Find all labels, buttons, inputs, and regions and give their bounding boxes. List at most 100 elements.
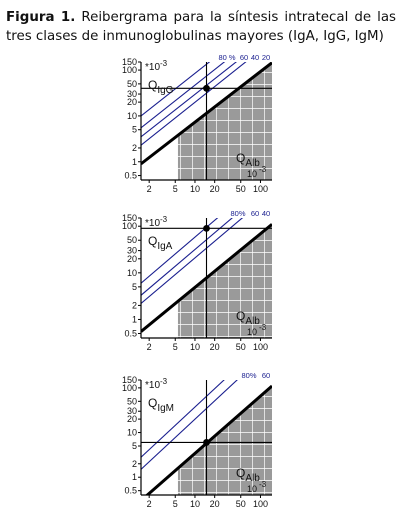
y-exponent-base: *10	[145, 380, 160, 391]
y-tick-label-2: 2	[132, 300, 137, 310]
x-tick-label-5: 5	[173, 499, 178, 509]
fraction-label-80: 80%	[230, 209, 245, 218]
y-exponent-power: -3	[160, 377, 168, 386]
y-axis-label-sub: IgG	[157, 85, 173, 96]
y-tick-label-5: 5	[132, 125, 137, 135]
x-tick-label-20: 20	[210, 499, 220, 509]
fraction-label-60: 60	[240, 53, 248, 62]
figure-caption: Figura 1. Reibergrama para la síntesis i…	[6, 8, 396, 46]
figure-label: Figura 1.	[6, 10, 76, 25]
y-tick-label-1: 1	[132, 157, 137, 167]
y-tick-label-30: 30	[127, 406, 137, 416]
y-axis-label: QIgA	[148, 234, 173, 252]
y-tick-label-100: 100	[122, 221, 137, 231]
y-tick-label-100: 100	[122, 65, 137, 75]
y-exponent-label: *10-3	[145, 59, 168, 73]
x-axis-label: QAlb	[236, 466, 260, 484]
y-axis-label-sub: IgM	[157, 403, 174, 414]
x-tick-label-100: 100	[253, 184, 268, 194]
x-tick-label-50: 50	[236, 342, 246, 352]
x-axis-label-main: Q	[236, 466, 245, 480]
y-exponent-base: *10	[145, 62, 160, 73]
x-exponent-label: 10 -3	[247, 165, 267, 179]
y-tick-label-30: 30	[127, 246, 137, 256]
y-tick-label-50: 50	[127, 79, 137, 89]
x-exponent-label: 10 -3	[247, 323, 267, 337]
x-axis-label-sub: Alb	[245, 473, 260, 484]
x-axis-label: QAlb	[236, 309, 260, 327]
y-exponent-label: *10-3	[145, 215, 168, 229]
x-exponent-power: -3	[259, 480, 267, 489]
x-exponent-label: 10 -3	[247, 480, 267, 494]
y-tick-label-2: 2	[132, 143, 137, 153]
y-tick-label-1: 1	[132, 314, 137, 324]
plot-area	[141, 380, 272, 495]
y-tick-label-150: 150	[122, 57, 137, 67]
x-axis-label-sub: Alb	[245, 316, 260, 327]
y-axis-label: QIgG	[148, 78, 174, 96]
x-tick-label-2: 2	[147, 499, 152, 509]
y-tick-label-5: 5	[132, 441, 137, 451]
y-tick-label-50: 50	[127, 235, 137, 245]
y-tick-label-20: 20	[127, 97, 137, 107]
y-exponent-power: -3	[160, 215, 168, 224]
x-axis-label-sub: Alb	[245, 158, 260, 169]
y-exponent-power: -3	[160, 59, 168, 68]
y-tick-label-5: 5	[132, 282, 137, 292]
fraction-label-80: 80 %	[218, 53, 235, 62]
fraction-label-40: 40	[251, 53, 259, 62]
y-tick-label-10: 10	[127, 428, 137, 438]
x-tick-label-10: 10	[190, 184, 200, 194]
y-axis-label-main: Q	[148, 234, 157, 248]
y-tick-label-30: 30	[127, 89, 137, 99]
x-axis-label-main: Q	[236, 309, 245, 323]
y-axis-label-main: Q	[148, 396, 157, 410]
x-tick-label-100: 100	[253, 342, 268, 352]
y-tick-label-2: 2	[132, 459, 137, 469]
y-tick-label-150: 150	[122, 375, 137, 385]
y-tick-label-1: 1	[132, 472, 137, 482]
y-tick-label-150: 150	[122, 213, 137, 223]
crosshair-point	[203, 439, 210, 446]
y-tick-label-10: 10	[127, 111, 137, 121]
y-tick-label-50: 50	[127, 396, 137, 406]
x-tick-label-10: 10	[190, 499, 200, 509]
y-exponent-label: *10-3	[145, 377, 168, 391]
x-tick-label-5: 5	[173, 184, 178, 194]
x-axis-label-main: Q	[236, 151, 245, 165]
x-tick-label-5: 5	[173, 342, 178, 352]
y-tick-label-10: 10	[127, 268, 137, 278]
y-exponent-base: *10	[145, 218, 160, 229]
fraction-label-60: 60	[251, 209, 259, 218]
fraction-label-60: 60	[262, 371, 270, 380]
x-tick-label-10: 10	[190, 342, 200, 352]
hatched-intrathecal-area	[177, 224, 272, 338]
x-exponent-base: 10	[247, 327, 257, 337]
y-tick-label-100: 100	[122, 383, 137, 393]
x-tick-label-20: 20	[210, 184, 220, 194]
x-tick-label-2: 2	[147, 342, 152, 352]
plot-area	[141, 218, 272, 338]
x-axis-label: QAlb	[236, 151, 260, 169]
y-tick-label-0.5: 0.5	[124, 486, 137, 496]
x-tick-label-100: 100	[253, 499, 268, 509]
hatched-intrathecal-area	[177, 386, 272, 495]
x-tick-label-20: 20	[210, 342, 220, 352]
x-exponent-power: -3	[259, 323, 267, 332]
x-exponent-base: 10	[247, 169, 257, 179]
plot-area	[141, 62, 272, 180]
crosshair-point	[203, 224, 210, 232]
fraction-label-20: 20	[262, 53, 270, 62]
y-axis-label-main: Q	[148, 78, 157, 92]
fraction-label-40: 40	[262, 209, 270, 218]
hatched-intrathecal-area	[177, 62, 272, 180]
y-tick-label-0.5: 0.5	[124, 328, 137, 338]
figure-caption-text: Reibergrama para la síntesis intratecal …	[6, 10, 396, 44]
x-tick-label-50: 50	[236, 184, 246, 194]
x-tick-label-2: 2	[147, 184, 152, 194]
y-tick-label-0.5: 0.5	[124, 171, 137, 181]
fraction-label-80: 80%	[241, 371, 256, 380]
